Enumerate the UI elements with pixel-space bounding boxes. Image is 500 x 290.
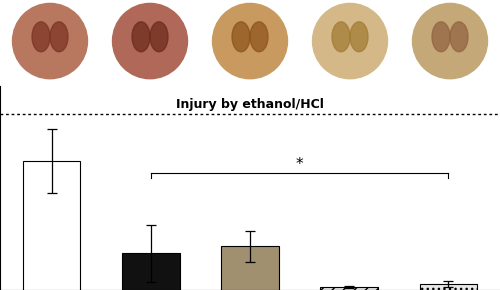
- Bar: [221, 246, 279, 290]
- Text: *: *: [296, 157, 304, 172]
- Ellipse shape: [212, 3, 288, 79]
- Bar: [122, 253, 180, 290]
- Ellipse shape: [250, 22, 268, 52]
- Ellipse shape: [350, 22, 368, 52]
- Ellipse shape: [432, 22, 450, 52]
- Bar: [320, 287, 378, 290]
- Bar: [420, 284, 478, 290]
- Ellipse shape: [32, 22, 50, 52]
- Ellipse shape: [450, 22, 468, 52]
- Ellipse shape: [50, 22, 68, 52]
- Ellipse shape: [312, 3, 388, 79]
- Ellipse shape: [150, 22, 168, 52]
- Text: Injury by ethanol/HCl: Injury by ethanol/HCl: [176, 98, 324, 111]
- Ellipse shape: [112, 3, 188, 79]
- Bar: [22, 161, 80, 290]
- Ellipse shape: [412, 3, 488, 79]
- Ellipse shape: [12, 3, 88, 79]
- Ellipse shape: [332, 22, 350, 52]
- Ellipse shape: [232, 22, 250, 52]
- Ellipse shape: [132, 22, 150, 52]
